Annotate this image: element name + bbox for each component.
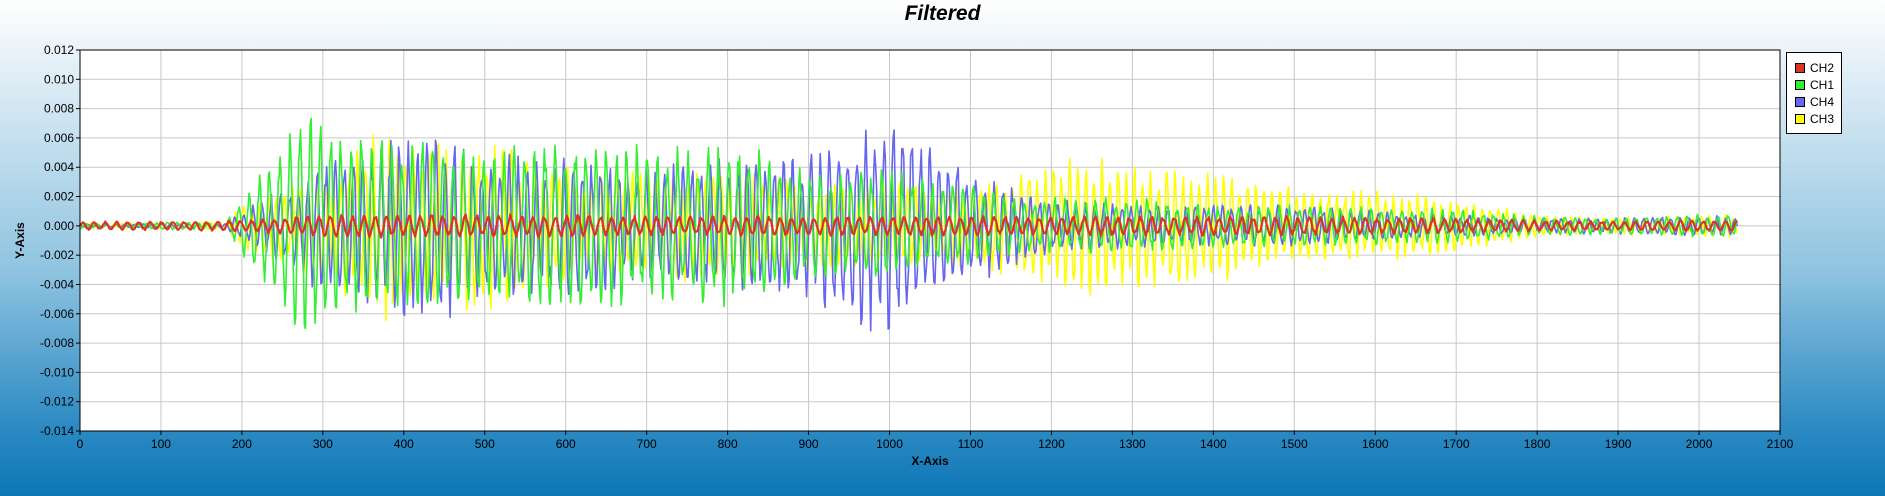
y-tick-labels: 0.012 0.010 0.008 0.006 0.004 0.002 0.000 -0.00…	[40, 43, 80, 438]
y-tick-label: 0.002	[44, 190, 74, 204]
x-tick-label: 700	[637, 437, 657, 451]
x-tick-label: 1000	[876, 437, 903, 451]
y-tick-label: 0.008	[44, 102, 74, 116]
x-tick-label: 2100	[1767, 437, 1794, 451]
legend-label-ch3: CH3	[1810, 111, 1835, 126]
y-axis-title: Y-Axis	[13, 222, 27, 259]
x-tick-label: 900	[799, 437, 819, 451]
x-axis-title: X-Axis	[911, 454, 949, 468]
series-line-ch3	[79, 134, 1739, 322]
legend-item-ch1: CH1	[1795, 76, 1841, 93]
y-tick-label: -0.014	[40, 424, 74, 438]
x-tick-label: 1600	[1362, 437, 1389, 451]
x-tick-label: 600	[556, 437, 576, 451]
y-tick-label: 0.012	[44, 43, 74, 57]
y-tick-label: -0.004	[40, 277, 74, 291]
y-tick-label: -0.002	[40, 248, 74, 262]
y-tick-label: 0.000	[44, 219, 74, 233]
x-tick-labels: 0 100 200 300 400 500 600 700 800 900 1000 1100 1200…	[77, 431, 1794, 451]
x-tick-label: 1200	[1038, 437, 1065, 451]
y-tick-label: -0.006	[40, 307, 74, 321]
legend-item-ch4: CH4	[1795, 93, 1841, 110]
x-tick-label: 1900	[1605, 437, 1632, 451]
legend-label-ch2: CH2	[1810, 60, 1835, 75]
series-line-ch1	[79, 117, 1739, 330]
x-tick-label: 1500	[1281, 437, 1308, 451]
x-tick-label: 800	[718, 437, 738, 451]
legend: CH2 CH1 CH4 CH3	[1786, 52, 1842, 134]
x-tick-label: 500	[475, 437, 495, 451]
y-tick-label: 0.010	[44, 72, 74, 86]
x-tick-label: 100	[151, 437, 171, 451]
legend-label-ch4: CH4	[1810, 94, 1835, 109]
legend-item-ch2: CH2	[1795, 59, 1841, 76]
series-line-ch2	[79, 213, 1738, 239]
x-tick-label: 1300	[1119, 437, 1146, 451]
x-tick-label: 1800	[1524, 437, 1551, 451]
legend-swatch-ch3	[1795, 113, 1805, 124]
plot-border	[79, 49, 1781, 432]
legend-label-ch1: CH1	[1810, 77, 1835, 92]
legend-swatch-ch4	[1795, 96, 1805, 107]
x-tick-label: 2000	[1686, 437, 1713, 451]
y-tick-label: -0.012	[40, 395, 74, 409]
series-group	[79, 117, 1739, 332]
x-tick-label: 1100	[958, 437, 984, 451]
legend-swatch-ch2	[1795, 62, 1805, 73]
y-tick-label: 0.004	[44, 160, 74, 174]
x-tick-label: 300	[313, 437, 333, 451]
y-tick-label: -0.010	[40, 365, 74, 379]
y-tick-label: 0.006	[44, 131, 74, 145]
x-tick-label: 200	[232, 437, 252, 451]
x-tick-label: 400	[394, 437, 414, 451]
chart-title: Filtered	[904, 2, 981, 25]
y-tick-label: -0.008	[40, 336, 74, 350]
x-tick-label: 0	[77, 437, 84, 451]
legend-swatch-ch1	[1795, 79, 1805, 90]
x-tick-label: 1700	[1443, 437, 1470, 451]
x-tick-label: 1400	[1200, 437, 1227, 451]
legend-item-ch3: CH3	[1795, 110, 1841, 127]
